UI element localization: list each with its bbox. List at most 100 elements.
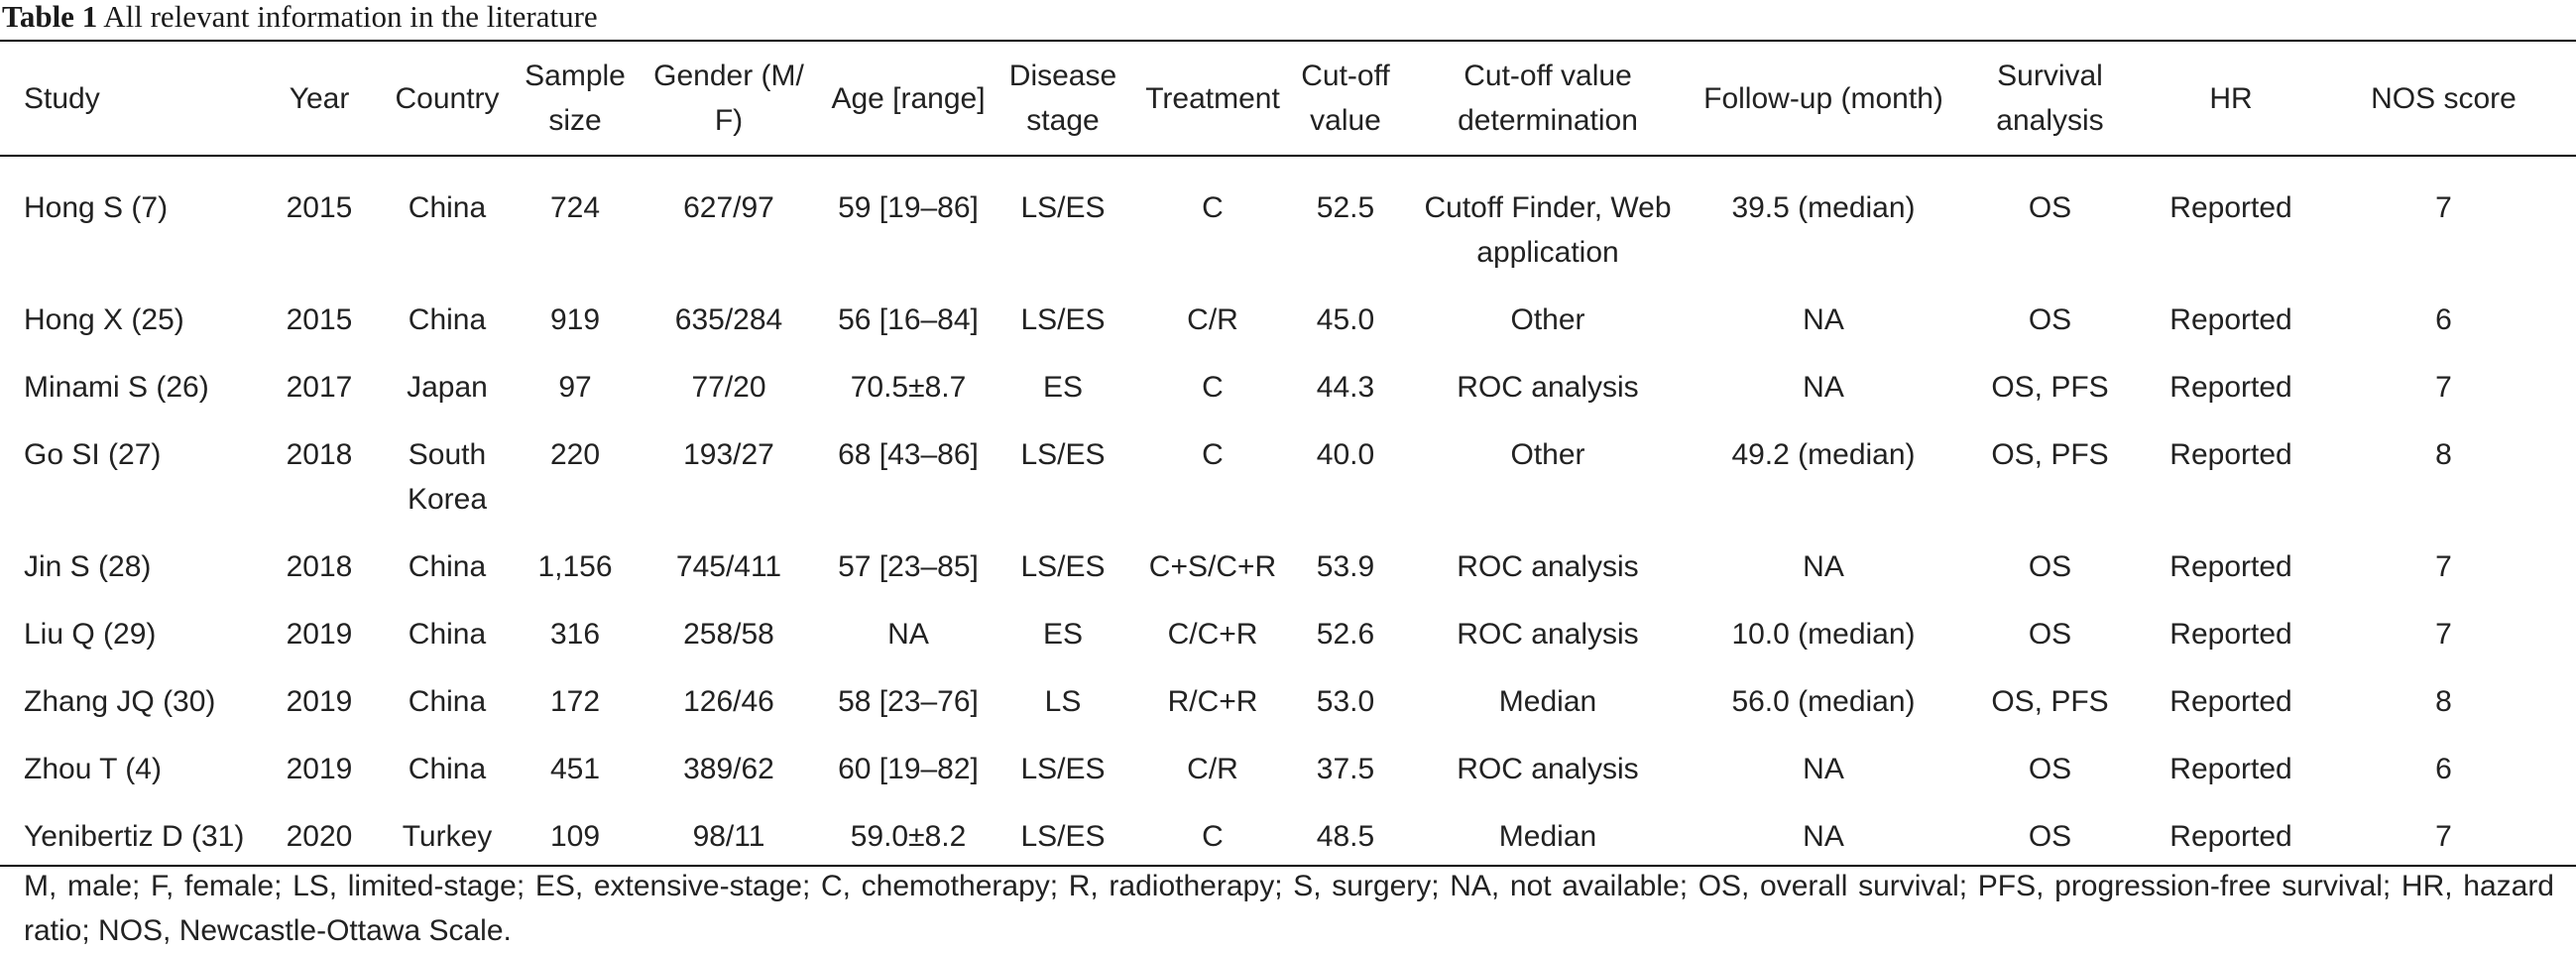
cell-followup: 39.5 (median) bbox=[1731, 191, 1916, 224]
cell-age: 60 [19–82] bbox=[838, 753, 979, 785]
cell-cutoff: 45.0 bbox=[1316, 303, 1375, 336]
cell-cutoff: 44.3 bbox=[1316, 371, 1375, 404]
column-header-determination: Cut-off value determination bbox=[1398, 40, 1698, 157]
literature-table: Study Year Country Sample size Gender (M/ F)… bbox=[0, 40, 2576, 867]
cell-country: China bbox=[408, 550, 487, 583]
cell-determination: ROC analysis bbox=[1457, 371, 1639, 404]
cell-study: Jin S (28) bbox=[24, 550, 152, 583]
cell-stage: LS/ES bbox=[1020, 438, 1106, 471]
cell-year: 2018 bbox=[286, 438, 353, 471]
table-row: Jin S (28) 2018 China 1,156 745/411 57 [23–85… bbox=[0, 522, 2576, 589]
cell-study: Hong X (25) bbox=[24, 303, 184, 336]
column-header-gender: Gender (M/ F) bbox=[635, 40, 823, 157]
cell-hr: Reported bbox=[2169, 753, 2292, 785]
cell-study: Minami S (26) bbox=[24, 371, 209, 404]
cell-treatment: C+S/C+R bbox=[1148, 550, 1277, 583]
table-label: Table 1 bbox=[2, 0, 98, 34]
cell-nos: 7 bbox=[2311, 791, 2576, 867]
cell-treatment: C/C+R bbox=[1167, 618, 1258, 651]
cell-nos: 7 bbox=[2435, 371, 2452, 404]
cell-cutoff: 52.5 bbox=[1316, 191, 1375, 224]
cell-stage: LS/ES bbox=[1020, 191, 1106, 224]
cell-year: 2015 bbox=[286, 191, 353, 224]
cell-determination: Cutoff Finder, Web application bbox=[1424, 191, 1672, 269]
cell-survival: OS bbox=[2028, 191, 2072, 224]
table-row: Zhou T (4) 2019 China 451 389/62 60 [19–82] LS… bbox=[0, 724, 2576, 791]
cell-year: 2019 bbox=[286, 618, 353, 651]
column-header-hr: HR bbox=[2151, 40, 2311, 157]
cell-country: South Korea bbox=[407, 438, 488, 516]
cell-country: China bbox=[408, 303, 487, 336]
cell-followup: NA bbox=[1698, 791, 1949, 867]
cell-country: China bbox=[408, 753, 487, 785]
cell-stage: LS/ES bbox=[1020, 550, 1106, 583]
cell-year: 2019 bbox=[286, 685, 353, 718]
cell-country: Japan bbox=[407, 371, 488, 404]
cell-gender: 98/11 bbox=[635, 791, 823, 867]
column-header-followup: Follow-up (month) bbox=[1698, 40, 1949, 157]
cell-followup: 49.2 (median) bbox=[1731, 438, 1916, 471]
cell-sample: 1,156 bbox=[537, 550, 613, 583]
cell-determination: ROC analysis bbox=[1457, 550, 1639, 583]
cell-cutoff: 40.0 bbox=[1316, 438, 1375, 471]
cell-sample: 919 bbox=[549, 303, 601, 336]
cell-year: 2019 bbox=[286, 753, 353, 785]
header-row: Study Year Country Sample size Gender (M/ F)… bbox=[0, 40, 2576, 157]
cell-survival: OS bbox=[1949, 791, 2151, 867]
cell-hr: Reported bbox=[2169, 438, 2292, 471]
cell-cutoff: 53.9 bbox=[1316, 550, 1375, 583]
cell-age: 58 [23–76] bbox=[838, 685, 979, 718]
cell-determination: Median bbox=[1398, 791, 1698, 867]
cell-treatment: C/R bbox=[1187, 753, 1238, 785]
cell-nos: 7 bbox=[2435, 618, 2452, 651]
cell-hr: Reported bbox=[2169, 550, 2292, 583]
cell-followup: NA bbox=[1803, 753, 1844, 785]
column-header-country: Country bbox=[379, 40, 516, 157]
cell-stage: LS/ES bbox=[1020, 303, 1106, 336]
cell-nos: 7 bbox=[2435, 191, 2452, 224]
table-title: All relevant information in the literatu… bbox=[103, 0, 598, 34]
cell-hr: Reported bbox=[2169, 303, 2292, 336]
cell-age: 59 [19–86] bbox=[838, 191, 979, 224]
table-row: Liu Q (29) 2019 China 316 258/58 NA ES C/C+R 52.… bbox=[0, 589, 2576, 656]
cell-stage: ES bbox=[1042, 618, 1084, 651]
cell-year: 2018 bbox=[286, 550, 353, 583]
cell-country: China bbox=[408, 685, 487, 718]
cell-followup: NA bbox=[1803, 371, 1844, 404]
cell-nos: 6 bbox=[2435, 753, 2452, 785]
cell-gender: 126/46 bbox=[683, 685, 774, 718]
cell-sample: 109 bbox=[516, 791, 635, 867]
cell-determination: ROC analysis bbox=[1457, 753, 1639, 785]
cell-hr: Reported bbox=[2169, 685, 2292, 718]
cell-age: 57 [23–85] bbox=[838, 550, 979, 583]
cell-followup: NA bbox=[1803, 550, 1844, 583]
column-header-cutoff: Cut-off value bbox=[1293, 40, 1398, 157]
cell-determination: ROC analysis bbox=[1457, 618, 1639, 651]
cell-survival: OS bbox=[2028, 550, 2072, 583]
cell-treatment: R/C+R bbox=[1167, 685, 1258, 718]
column-header-survival: Survival analysis bbox=[1949, 40, 2151, 157]
table-row: Minami S (26) 2017 Japan 97 77/20 70.5±8.7 ES C… bbox=[0, 342, 2576, 410]
cell-country: China bbox=[408, 618, 487, 651]
column-header-nos: NOS score bbox=[2311, 40, 2576, 157]
cell-nos: 6 bbox=[2435, 303, 2452, 336]
table-row: Zhang JQ (30) 2019 China 172 126/46 58 [23–76… bbox=[0, 656, 2576, 724]
cell-study: Liu Q (29) bbox=[24, 618, 157, 651]
cell-survival: OS bbox=[2028, 618, 2072, 651]
cell-gender: 258/58 bbox=[683, 618, 774, 651]
cell-cutoff: 37.5 bbox=[1316, 753, 1375, 785]
table-row: Go SI (27) 2018 South Korea 220 193/27 68 [43… bbox=[0, 410, 2576, 522]
cell-followup: 10.0 (median) bbox=[1731, 618, 1916, 651]
cell-sample: 724 bbox=[549, 191, 601, 224]
column-header-treatment: Treatment bbox=[1132, 40, 1293, 157]
table-footnote: M, male; F, female; LS, limited-stage; E… bbox=[24, 870, 2554, 947]
table-body: Hong S (7) 2015 China 724 627/97 59 [19–86] LS… bbox=[0, 156, 2576, 867]
cell-survival: OS bbox=[2028, 303, 2072, 336]
cell-nos: 8 bbox=[2435, 438, 2452, 471]
cell-treatment: C bbox=[1202, 191, 1224, 224]
cell-survival: OS, PFS bbox=[1991, 371, 2109, 404]
cell-study: Zhou T (4) bbox=[24, 753, 162, 785]
cell-stage: LS/ES bbox=[1020, 753, 1106, 785]
table-row: Yenibertiz D (31) 2020 Turkey 109 98/11 59.0±… bbox=[0, 791, 2576, 867]
cell-treatment: C/R bbox=[1187, 303, 1238, 336]
